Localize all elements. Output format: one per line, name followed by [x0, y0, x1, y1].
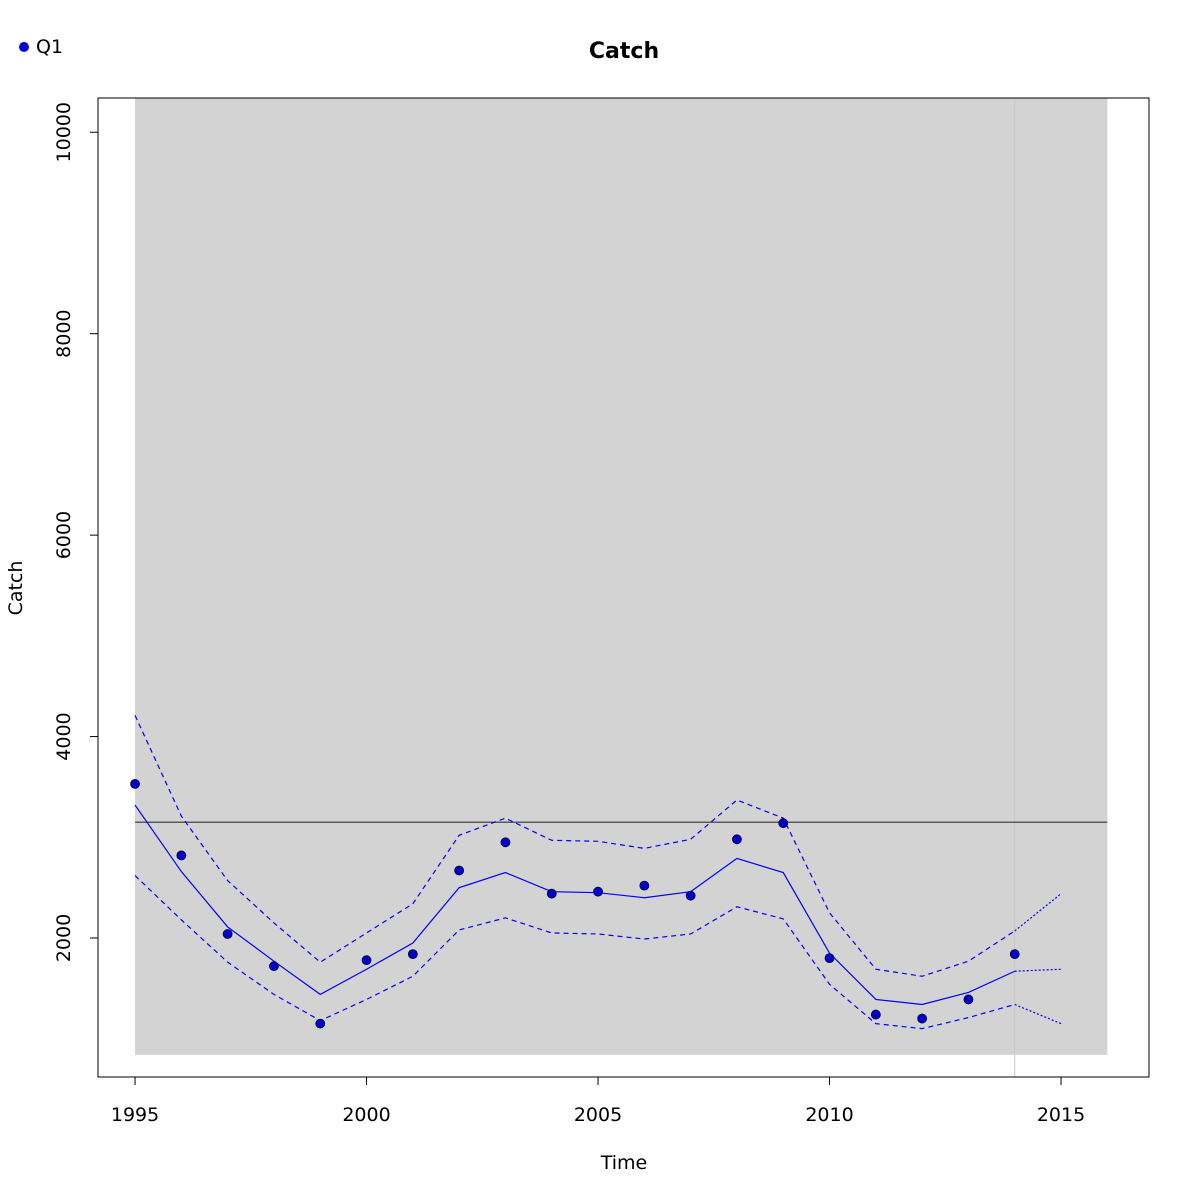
- data-point-2009: [778, 818, 789, 829]
- x-tick-label-1995: 1995: [111, 1104, 159, 1126]
- y-tick-label-6000: 6000: [53, 511, 75, 559]
- data-point-1997: [222, 929, 233, 939]
- data-point-2005: [593, 886, 603, 897]
- data-point-2010: [824, 953, 835, 964]
- x-axis: 1995 2000 2005 2010 2015: [111, 1076, 1085, 1126]
- data-point-2008: [732, 834, 742, 845]
- data-point-2006: [639, 880, 650, 891]
- data-point-2003: [500, 837, 511, 848]
- series-line-1-solid: [134, 804, 1015, 1006]
- data-point-2000: [361, 955, 372, 966]
- legend: Q1: [19, 36, 63, 58]
- shaded-band: [135, 98, 1108, 1055]
- series-line-3-dashed: [134, 875, 1015, 1030]
- data-point-2001: [407, 949, 418, 960]
- y-tick-label-2000: 2000: [53, 914, 75, 962]
- data-point-1995: [130, 779, 140, 789]
- data-point-2007: [685, 890, 696, 901]
- data-point-1999: [315, 1018, 326, 1029]
- plot-area: [130, 98, 1108, 1077]
- data-point-2013: [963, 994, 974, 1005]
- x-axis-label: Time: [600, 1152, 648, 1174]
- data-point-1998: [269, 961, 279, 972]
- x-tick-label-2015: 2015: [1037, 1104, 1085, 1126]
- x-tick-label-2010: 2010: [805, 1104, 853, 1126]
- legend-marker-q1: [19, 42, 29, 52]
- x-tick-label-2005: 2005: [574, 1104, 622, 1126]
- data-point-2004: [546, 888, 557, 899]
- x-tick-label-2000: 2000: [342, 1104, 390, 1126]
- data-point-1996: [176, 850, 187, 861]
- chart-title: Catch: [589, 39, 659, 64]
- y-axis-label: Catch: [5, 561, 27, 616]
- data-point-2002: [454, 865, 465, 876]
- y-tick-label-8000: 8000: [53, 310, 75, 358]
- series-line-5-dotted: [1014, 893, 1062, 932]
- data-point-2012: [917, 1013, 928, 1024]
- series-line-6-dotted: [1014, 1003, 1062, 1025]
- legend-label-q1: Q1: [36, 36, 63, 58]
- data-point-2011: [870, 1009, 881, 1020]
- y-tick-label-10000: 10000: [53, 102, 75, 162]
- series-line-2-dashed: [134, 715, 1016, 977]
- data-point-2014: [1009, 949, 1020, 960]
- y-tick-label-4000: 4000: [53, 712, 75, 760]
- y-axis: 2000 4000 6000 8000 10000: [53, 102, 99, 962]
